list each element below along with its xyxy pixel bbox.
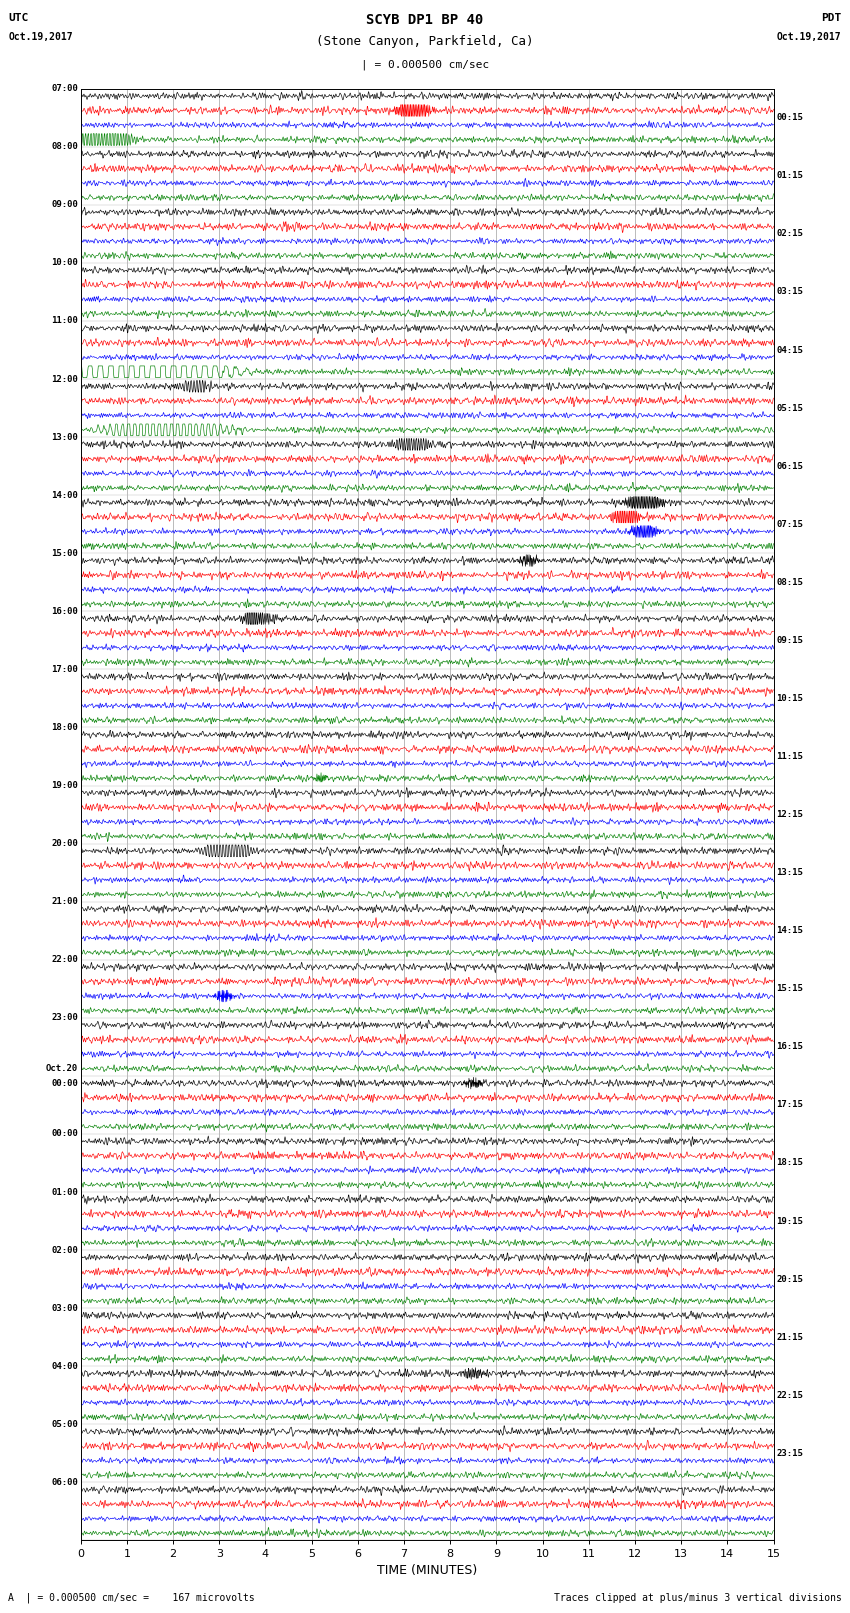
Text: Oct.19,2017: Oct.19,2017 [8, 32, 73, 42]
Text: 15:15: 15:15 [776, 984, 803, 994]
Text: 17:15: 17:15 [776, 1100, 803, 1110]
Text: UTC: UTC [8, 13, 29, 23]
Text: (Stone Canyon, Parkfield, Ca): (Stone Canyon, Parkfield, Ca) [316, 35, 534, 48]
Text: 12:15: 12:15 [776, 810, 803, 819]
Text: 03:00: 03:00 [51, 1303, 78, 1313]
Text: 14:00: 14:00 [51, 490, 78, 500]
Text: 01:00: 01:00 [51, 1187, 78, 1197]
Text: Oct.20: Oct.20 [46, 1063, 78, 1073]
Text: 07:15: 07:15 [776, 519, 803, 529]
Text: 23:00: 23:00 [51, 1013, 78, 1023]
Text: 21:00: 21:00 [51, 897, 78, 907]
Text: 14:15: 14:15 [776, 926, 803, 936]
Text: 02:15: 02:15 [776, 229, 803, 239]
Text: 17:00: 17:00 [51, 665, 78, 674]
Text: 18:00: 18:00 [51, 723, 78, 732]
Text: 20:00: 20:00 [51, 839, 78, 848]
Text: A  | = 0.000500 cm/sec =    167 microvolts: A | = 0.000500 cm/sec = 167 microvolts [8, 1592, 255, 1603]
Text: Oct.19,2017: Oct.19,2017 [777, 32, 842, 42]
Text: 20:15: 20:15 [776, 1274, 803, 1284]
Text: 23:15: 23:15 [776, 1448, 803, 1458]
Text: 03:15: 03:15 [776, 287, 803, 297]
X-axis label: TIME (MINUTES): TIME (MINUTES) [377, 1563, 477, 1576]
Text: 22:00: 22:00 [51, 955, 78, 965]
Text: 08:15: 08:15 [776, 577, 803, 587]
Text: 16:00: 16:00 [51, 606, 78, 616]
Text: 11:00: 11:00 [51, 316, 78, 326]
Text: 07:00: 07:00 [51, 84, 78, 94]
Text: 11:15: 11:15 [776, 752, 803, 761]
Text: 12:00: 12:00 [51, 374, 78, 384]
Text: PDT: PDT [821, 13, 842, 23]
Text: 05:15: 05:15 [776, 403, 803, 413]
Text: 00:00: 00:00 [51, 1079, 78, 1089]
Text: 13:15: 13:15 [776, 868, 803, 877]
Text: 06:00: 06:00 [51, 1478, 78, 1487]
Text: 21:15: 21:15 [776, 1332, 803, 1342]
Text: 09:15: 09:15 [776, 636, 803, 645]
Text: 19:15: 19:15 [776, 1216, 803, 1226]
Text: | = 0.000500 cm/sec: | = 0.000500 cm/sec [361, 60, 489, 71]
Text: 15:00: 15:00 [51, 548, 78, 558]
Text: 04:00: 04:00 [51, 1361, 78, 1371]
Text: 08:00: 08:00 [51, 142, 78, 152]
Text: 18:15: 18:15 [776, 1158, 803, 1168]
Text: Traces clipped at plus/minus 3 vertical divisions: Traces clipped at plus/minus 3 vertical … [553, 1594, 842, 1603]
Text: SCYB DP1 BP 40: SCYB DP1 BP 40 [366, 13, 484, 27]
Text: 00:15: 00:15 [776, 113, 803, 123]
Text: 09:00: 09:00 [51, 200, 78, 210]
Text: 02:00: 02:00 [51, 1245, 78, 1255]
Text: 06:15: 06:15 [776, 461, 803, 471]
Text: 01:15: 01:15 [776, 171, 803, 181]
Text: 05:00: 05:00 [51, 1419, 78, 1429]
Text: 00:00: 00:00 [51, 1129, 78, 1139]
Text: 04:15: 04:15 [776, 345, 803, 355]
Text: 19:00: 19:00 [51, 781, 78, 790]
Text: 10:00: 10:00 [51, 258, 78, 268]
Text: 10:15: 10:15 [776, 694, 803, 703]
Text: 16:15: 16:15 [776, 1042, 803, 1052]
Text: 22:15: 22:15 [776, 1390, 803, 1400]
Text: 13:00: 13:00 [51, 432, 78, 442]
